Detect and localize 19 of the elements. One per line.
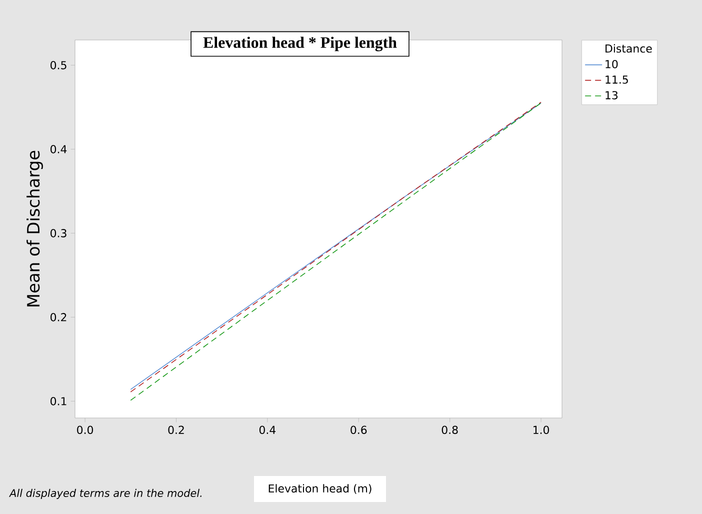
x-axis-title: Elevation head (m) xyxy=(268,484,372,494)
y-tick-label: 0.1 xyxy=(50,397,66,406)
y-tick-label: 0.4 xyxy=(50,145,67,154)
legend-label: 11.5 xyxy=(606,76,628,84)
x-tick-label: 0.0 xyxy=(77,426,94,434)
y-axis-title: Mean of Discharge xyxy=(26,150,43,306)
text: All displayed terms are in the model. xyxy=(8,488,202,500)
x-tick-label: 0.2 xyxy=(168,426,184,434)
legend-title: Distance xyxy=(606,44,652,53)
y-tick-label: 0.5 xyxy=(50,61,66,70)
chart-title: Elevation head * Pipe length xyxy=(203,36,397,52)
x-tick-label: 0.8 xyxy=(442,426,458,434)
legend-label: 10 xyxy=(606,60,618,68)
y-tick-label: 0.2 xyxy=(50,313,66,322)
x-tick-label: 1.0 xyxy=(534,426,550,434)
x-tick-label: 0.4 xyxy=(259,426,276,434)
legend-label: 13 xyxy=(606,91,618,100)
y-tick-label: 0.3 xyxy=(50,229,66,238)
x-tick-label: 0.6 xyxy=(350,426,367,434)
